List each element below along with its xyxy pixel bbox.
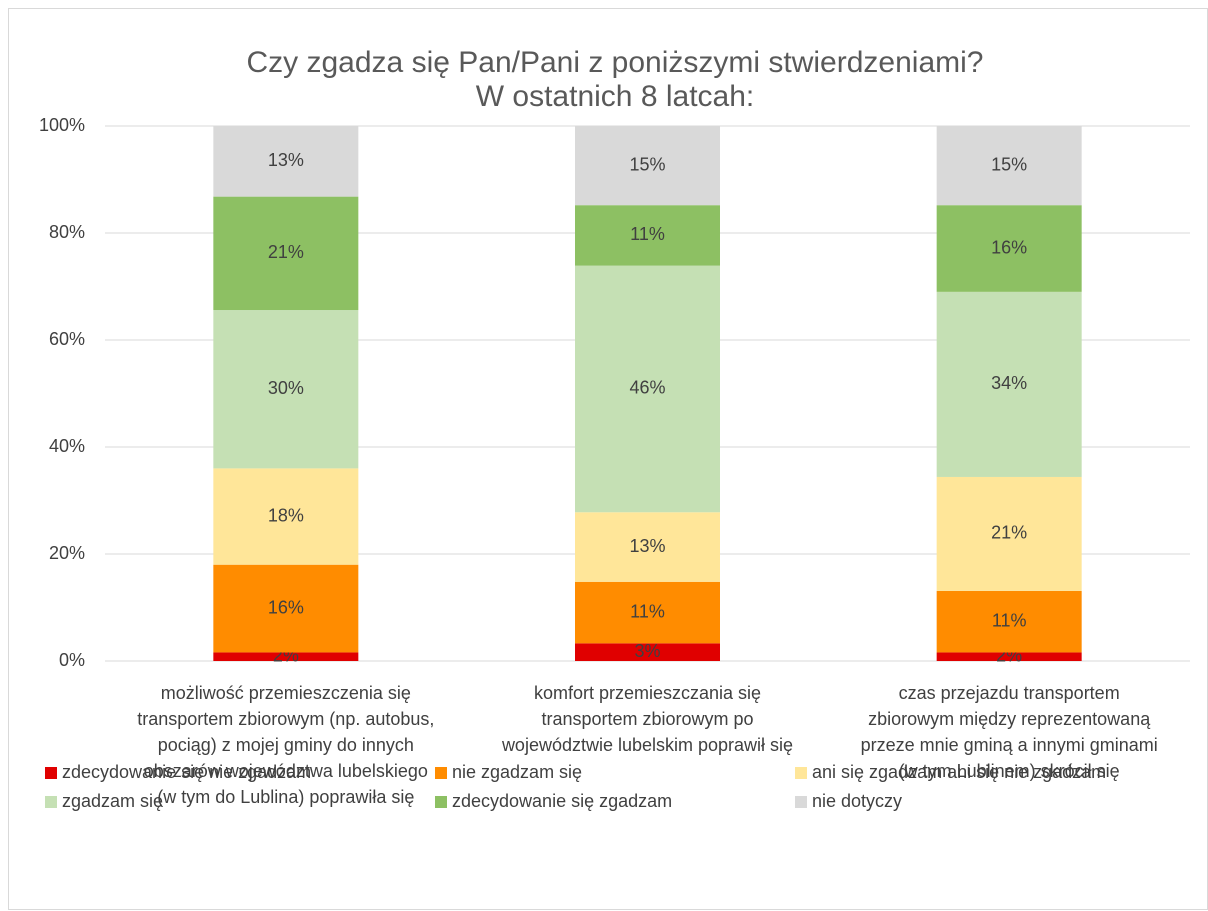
chart-title: Czy zgadza się Pan/Pani z poniższymi stw… — [246, 46, 984, 113]
data-label: 13% — [629, 536, 665, 556]
data-label: 30% — [268, 378, 304, 398]
legend-swatch — [45, 767, 57, 779]
bar-segment — [936, 476, 1082, 591]
legend-label: nie zgadzam się — [452, 762, 582, 782]
legend-swatch — [435, 767, 447, 779]
bar-segment — [575, 126, 720, 206]
legend-swatch — [795, 767, 807, 779]
legend-label: nie dotyczy — [812, 791, 902, 811]
data-label: 46% — [629, 378, 665, 398]
data-label: 21% — [268, 242, 304, 262]
legend-label: zdecydowanie się nie zgadzam — [62, 762, 311, 782]
y-tick-label: 40% — [49, 436, 85, 456]
bar-segment — [213, 564, 359, 653]
data-label: 16% — [268, 597, 304, 617]
legend-swatch — [795, 796, 807, 808]
data-label: 11% — [992, 610, 1027, 630]
legend-swatch — [45, 796, 57, 808]
x-tick-label: komfort przemieszczania się transportem … — [501, 683, 794, 755]
bar-segment — [213, 652, 359, 661]
legend-swatch — [435, 796, 447, 808]
y-tick-label: 20% — [49, 543, 85, 563]
bar-segment — [575, 512, 720, 582]
y-tick-label: 80% — [49, 222, 85, 242]
data-label: 21% — [991, 523, 1027, 543]
bar-segment — [575, 205, 720, 266]
data-label: 13% — [268, 150, 304, 170]
x-tick-label: czas przejazdu transportem zbiorowym mię… — [860, 683, 1158, 781]
data-label: 18% — [268, 505, 304, 525]
bar-segment — [213, 310, 359, 469]
bar-segment — [936, 590, 1082, 653]
bar-segment — [575, 265, 720, 513]
legend-label: zdecydowanie się zgadzam — [452, 791, 672, 811]
bar-segment — [936, 126, 1082, 206]
data-label: 3% — [634, 641, 660, 661]
data-label: 16% — [991, 237, 1027, 257]
data-label: 34% — [991, 373, 1027, 393]
data-label: 11% — [630, 224, 665, 244]
x-tick-label: możliwość przemieszczenia się transporte… — [137, 683, 435, 807]
y-tick-label: 60% — [49, 329, 85, 349]
data-label: 15% — [629, 154, 665, 174]
data-label: 15% — [991, 154, 1027, 174]
y-tick-label: 100% — [39, 115, 85, 135]
bar-segment — [936, 652, 1082, 661]
legend-label: zgadzam się — [62, 791, 163, 811]
bar-segment — [575, 643, 720, 661]
bar-segment — [936, 205, 1082, 292]
bar-segment — [936, 291, 1082, 477]
bar-segment — [213, 196, 359, 311]
data-label: 11% — [630, 601, 665, 621]
y-tick-label: 0% — [59, 650, 85, 670]
bar-segment — [575, 581, 720, 644]
legend-label: ani się zgadzam ani się nie zgadzam — [812, 762, 1106, 782]
bar-segment — [213, 126, 359, 197]
bar-segment — [213, 468, 359, 565]
